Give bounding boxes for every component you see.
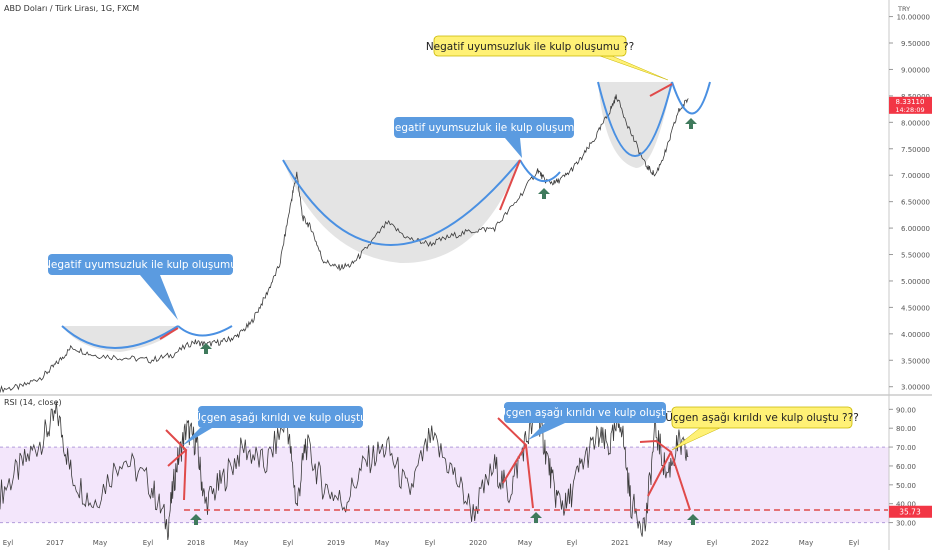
callout-rsi-2: Üçgen aşağı kırıldı ve kulp oluştu [498, 402, 672, 440]
price-tick-label: 7.50000 [901, 146, 930, 154]
price-tick-label: 10.00000 [897, 14, 930, 22]
price-tick-label: 3.00000 [901, 384, 930, 392]
cup-curves [61, 81, 711, 349]
rsi-triangles [165, 417, 691, 511]
rsi-title: RSI (14, close) [4, 398, 62, 407]
last-price-label: 8.33110 14:28:09 [889, 96, 932, 114]
x-tick-label: 2017 [46, 539, 64, 547]
x-axis: Eyl 2017 May Eyl 2018 May Eyl 2019 May Eyl 2020 May… [3, 539, 860, 547]
handle-curve-2 [519, 159, 561, 183]
rsi-up-arrows [190, 512, 699, 525]
price-tick-label: 8.00000 [901, 119, 930, 127]
price-tick-label: 7.00000 [901, 172, 930, 180]
rsi-triangle-1 [165, 429, 188, 501]
cup-shade-1 [62, 326, 178, 352]
x-tick-label: Eyl [3, 539, 14, 547]
cup-curve-3 [597, 81, 673, 157]
cup-shade-3 [598, 82, 672, 168]
up-arrows [200, 118, 697, 354]
callout-rsi-1: Üçgen aşağı kırıldı ve kulp oluştu [182, 406, 367, 446]
x-tick-label: 2022 [751, 539, 769, 547]
rsi-tick-label: 90.00 [896, 406, 916, 414]
callout-rsi-3: Üçgen aşağı kırıldı ve kulp oluştu ??? [665, 406, 859, 451]
x-tick-label: May [234, 539, 248, 547]
divergence-line-3 [649, 83, 673, 97]
divergence-lines [159, 83, 673, 340]
price-tick-label: 5.50000 [901, 252, 930, 260]
up-arrow-3 [685, 118, 697, 129]
rsi-tick-label: 40.00 [896, 501, 916, 509]
handle-curve-1 [177, 325, 233, 337]
handle-curve-3 [671, 81, 711, 115]
callout-price-2-text: Negatif uyumsuzluk ile kulp oluşumu [387, 122, 581, 134]
x-tick-label: Eyl [707, 539, 718, 547]
divergence-line-2 [499, 159, 521, 211]
x-tick-label: 2018 [187, 539, 205, 547]
price-tick-label: 9.00000 [901, 66, 930, 74]
price-tick-label: 4.00000 [901, 331, 930, 339]
rsi-series [0, 401, 689, 541]
x-tick-label: May [799, 539, 813, 547]
price-tick-label: 6.00000 [901, 225, 930, 233]
cup-shading [62, 82, 672, 352]
callout-rsi-1-text: Üçgen aşağı kırıldı ve kulp oluştu [193, 411, 367, 424]
rsi-triangle-3 [639, 439, 691, 511]
x-tick-label: Eyl [283, 539, 294, 547]
rsi-up-arrow-1 [190, 514, 202, 525]
up-arrow-2 [538, 188, 550, 199]
callout-price-3: Negatif uyumsuzluk ile kulp oluşumu ?? [426, 35, 669, 81]
price-tick-label: 6.50000 [901, 199, 930, 207]
callout-price-1: Negatif uyumsuzluk ile kulp oluşumu [43, 254, 237, 320]
rsi-tick-label: 80.00 [896, 425, 916, 433]
rsi-triangle-2 [497, 417, 534, 509]
last-price-value: 8.33110 [896, 98, 925, 106]
callout-price-3-text: Negatif uyumsuzluk ile kulp oluşumu ?? [426, 41, 634, 53]
callout-rsi-3-text: Üçgen aşağı kırıldı ve kulp oluştu ??? [665, 411, 859, 424]
rsi-up-arrow-3 [687, 514, 699, 525]
rsi-tick-label: 60.00 [896, 463, 916, 471]
cup-shade-2 [283, 160, 520, 264]
price-tick-label: 3.50000 [901, 357, 930, 365]
callout-price-2: Negatif uyumsuzluk ile kulp oluşumu [387, 117, 581, 158]
x-tick-label: Eyl [425, 539, 436, 547]
last-rsi-label: 35.73 [889, 505, 932, 518]
x-tick-label: May [518, 539, 532, 547]
x-tick-label: May [375, 539, 389, 547]
cup-curve-1 [61, 325, 179, 349]
rsi-tick-label: 50.00 [896, 482, 916, 490]
rsi-tick-label: 70.00 [896, 444, 916, 452]
last-price-time: 14:28:09 [895, 106, 924, 114]
price-series [0, 94, 689, 393]
rsi-line [0, 401, 689, 541]
rsi-up-arrow-2 [530, 512, 542, 523]
x-tick-label: May [93, 539, 107, 547]
up-arrow-1 [200, 343, 212, 354]
price-tick-label: 4.50000 [901, 304, 930, 312]
price-chart-title: ABD Doları / Türk Lirası, 1G, FXCM [4, 4, 139, 13]
last-rsi-value: 35.73 [899, 508, 921, 517]
cup-curve-2 [282, 159, 521, 246]
x-tick-label: Eyl [567, 539, 578, 547]
rsi-axis: 90.00 80.00 70.00 60.00 50.00 40.00 30.00 [889, 406, 916, 528]
x-tick-label: 2020 [469, 539, 487, 547]
price-axis: 10.000009.500009.000008.500008.000007.50… [889, 14, 930, 392]
callout-price-1-text: Negatif uyumsuzluk ile kulp oluşumu [43, 259, 237, 271]
price-tick-label: 5.00000 [901, 278, 930, 286]
x-tick-label: May [658, 539, 672, 547]
divergence-line-1 [159, 327, 179, 340]
x-tick-label: Eyl [143, 539, 154, 547]
x-tick-label: Eyl [849, 539, 860, 547]
x-tick-label: 2019 [327, 539, 345, 547]
x-tick-label: 2021 [611, 539, 629, 547]
rsi-tick-label: 30.00 [896, 520, 916, 528]
callout-rsi-2-text: Üçgen aşağı kırıldı ve kulp oluştu [498, 406, 672, 419]
price-line [0, 94, 689, 393]
currency-label: TRY [897, 5, 910, 13]
price-tick-label: 9.50000 [901, 40, 930, 48]
